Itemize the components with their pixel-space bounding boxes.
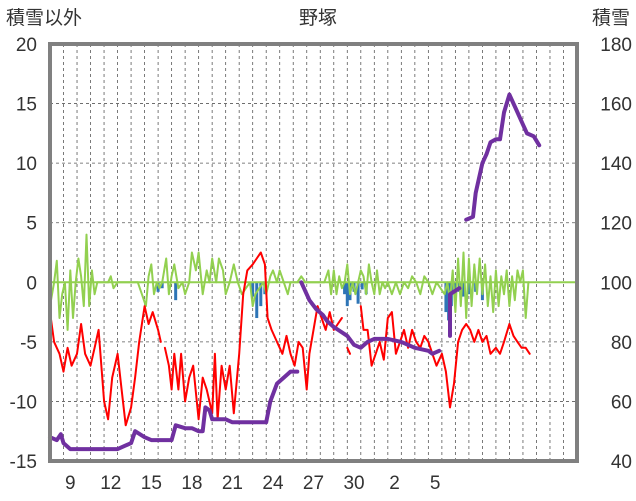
temperature-line [49, 251, 531, 427]
x-tick-label: 15 [141, 473, 162, 494]
x-tick-label: 24 [262, 473, 284, 494]
precip-bar [259, 282, 263, 307]
left-tick-label: -5 [20, 333, 37, 354]
left-axis-ticks: 20 15 10 5 0 -5 -10 -15 [10, 35, 37, 473]
x-tick-label: 21 [222, 473, 243, 494]
right-tick-label: 180 [600, 35, 632, 56]
x-tick-label: 5 [430, 473, 441, 494]
precip-bar [160, 282, 164, 289]
left-tick-label: 10 [16, 154, 37, 175]
right-tick-label: 80 [611, 333, 632, 354]
left-tick-label: 15 [16, 95, 37, 116]
right-tick-label: 100 [600, 273, 632, 294]
precip-bar [467, 282, 471, 295]
right-tick-label: 60 [611, 392, 632, 413]
x-tick-label: 18 [181, 473, 202, 494]
precip-bar [251, 282, 255, 297]
precip-bar [343, 282, 347, 295]
left-tick-label: -10 [10, 392, 37, 413]
precip-bar [444, 282, 448, 313]
left-tick-label: 0 [26, 273, 37, 294]
x-axis-ticks: 9 12 15 18 21 24 27 30 2 5 [65, 473, 440, 494]
temp_change-line [49, 233, 530, 331]
x-tick-label: 27 [303, 473, 324, 494]
right-axis-ticks: 180 160 140 120 100 80 60 40 [600, 35, 632, 473]
chart-title: 野塚 [299, 7, 337, 29]
x-tick-label: 9 [65, 473, 76, 494]
right-tick-label: 160 [600, 95, 632, 116]
right-tick-label: 140 [600, 154, 632, 175]
precip-bar [174, 282, 178, 301]
gridlines [50, 43, 577, 462]
plot-frame [48, 42, 579, 463]
right-tick-label: 40 [611, 452, 632, 473]
precip-bar [360, 282, 364, 290]
left-tick-label: -15 [10, 452, 37, 473]
x-tick-label: 30 [343, 473, 364, 494]
snow_depth-line [48, 92, 542, 452]
x-tick-label: 12 [100, 473, 121, 494]
precip-bar [356, 282, 360, 304]
precip-bar [255, 282, 259, 319]
left-tick-label: 20 [16, 35, 37, 56]
right-tick-label: 120 [600, 214, 632, 235]
precip-bar [345, 282, 349, 307]
series-lines [48, 92, 542, 452]
right-axis-label: 積雪 [592, 7, 630, 29]
left-tick-label: 5 [26, 214, 37, 235]
x-tick-label: 2 [389, 473, 400, 494]
left-axis-label: 積雪以外 [6, 7, 82, 29]
precip-bar [461, 282, 465, 297]
